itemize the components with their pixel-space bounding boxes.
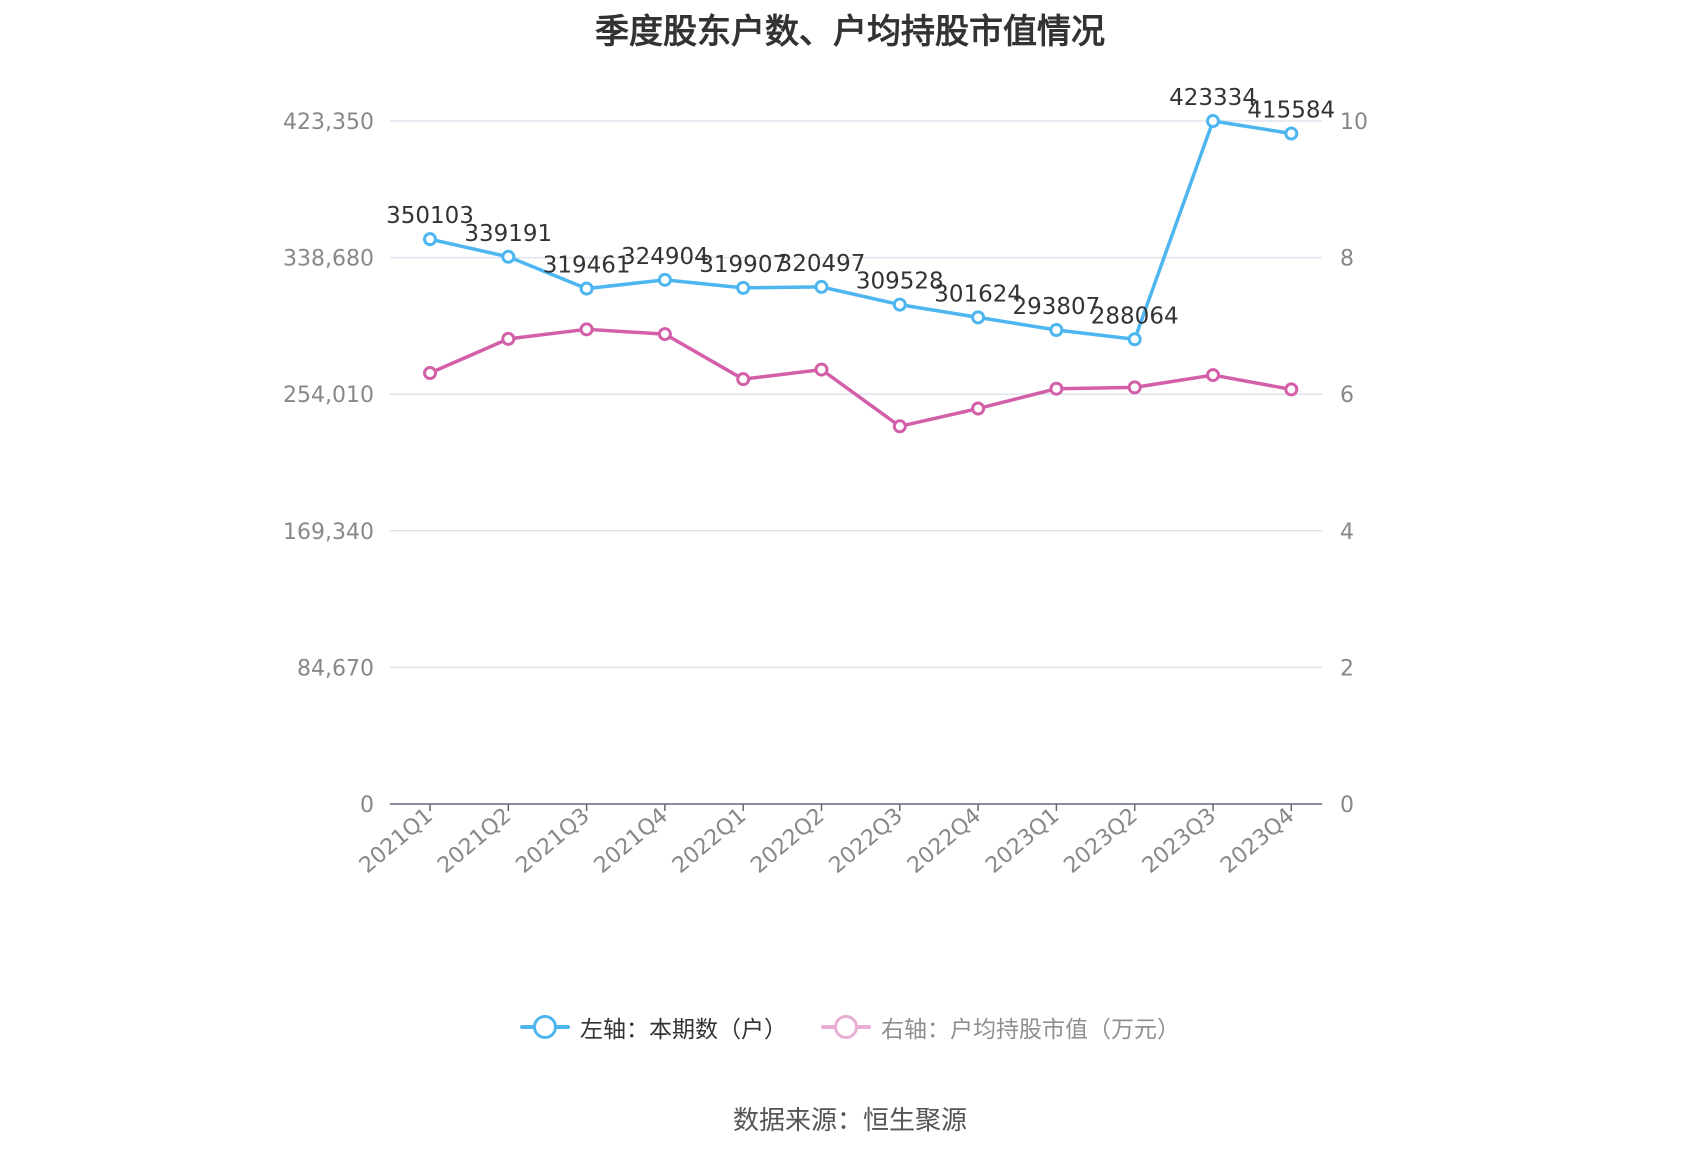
data-label: 324904: [621, 244, 709, 270]
legend-item-left-series[interactable]: 左轴：本期数（户）: [520, 1010, 787, 1044]
data-label: 301624: [934, 281, 1022, 307]
data-point[interactable]: [501, 249, 516, 264]
data-label: 320497: [778, 251, 866, 277]
legend-line-circle-icon: [821, 1015, 871, 1039]
data-point[interactable]: [814, 362, 829, 377]
data-label: 339191: [464, 221, 552, 247]
legend-item-right-series[interactable]: 右轴：户均持股市值（万元）: [821, 1010, 1180, 1044]
x-axis-tick: 2023Q2: [1060, 803, 1143, 878]
data-label: 415584: [1247, 98, 1335, 124]
data-point[interactable]: [892, 297, 907, 312]
data-point[interactable]: [657, 327, 672, 342]
data-point[interactable]: [1127, 380, 1142, 395]
data-label: 350103: [386, 203, 474, 229]
right-axis-tick: 0: [1340, 793, 1354, 818]
x-axis-tick: 2023Q4: [1216, 803, 1299, 878]
x-axis-tick: 2023Q3: [1138, 803, 1221, 878]
legend-line-circle-icon: [520, 1015, 570, 1039]
left-axis-tick: 169,340: [283, 520, 374, 545]
data-point[interactable]: [1049, 381, 1064, 396]
data-label: 423334: [1169, 85, 1257, 111]
left-axis-tick: 423,350: [283, 110, 374, 135]
legend-label-right-series: 右轴：户均持股市值（万元）: [881, 1017, 1180, 1043]
data-point[interactable]: [579, 281, 594, 296]
data-point[interactable]: [657, 272, 672, 287]
x-axis-tick: 2023Q1: [981, 803, 1064, 878]
data-label: 293807: [1012, 294, 1100, 320]
data-point[interactable]: [736, 372, 751, 387]
data-point[interactable]: [579, 322, 594, 337]
source-note: 数据来源：恒生聚源: [732, 1106, 967, 1136]
right-axis-tick: 4: [1340, 520, 1354, 545]
left-axis-tick: 338,680: [283, 247, 374, 272]
data-point[interactable]: [501, 331, 516, 346]
data-label: 319461: [543, 253, 631, 279]
data-point[interactable]: [971, 401, 986, 416]
data-point[interactable]: [423, 366, 437, 381]
legend-label-left-series: 左轴：本期数（户）: [580, 1017, 787, 1043]
x-axis-tick: 2022Q4: [903, 803, 986, 878]
x-axis-tick: 2021Q3: [512, 803, 595, 878]
data-point[interactable]: [1127, 332, 1142, 347]
series-line: [429, 119, 1292, 342]
data-label: 319907: [699, 252, 787, 278]
right-axis-tick: 6: [1340, 383, 1354, 408]
chart-title: 季度股东户数、户均持股市值情况: [595, 12, 1105, 52]
x-axis-tick: 2022Q3: [825, 803, 908, 878]
data-point[interactable]: [736, 280, 751, 295]
data-point[interactable]: [423, 232, 437, 247]
x-axis-tick: 2022Q2: [746, 803, 829, 878]
left-axis-tick: 84,670: [297, 656, 374, 681]
data-point[interactable]: [892, 419, 907, 434]
x-axis-tick: 2021Q2: [433, 803, 516, 878]
data-point[interactable]: [1206, 368, 1220, 383]
data-label: 288064: [1091, 303, 1179, 329]
series-group: [423, 114, 1299, 434]
data-point[interactable]: [1049, 322, 1064, 337]
data-point[interactable]: [1284, 126, 1299, 141]
right-axis-tick: 8: [1340, 247, 1354, 272]
data-point[interactable]: [1206, 114, 1220, 129]
data-point[interactable]: [1284, 382, 1299, 397]
left-axis-tick: 0: [360, 793, 374, 818]
data-label: 309528: [856, 269, 944, 295]
right-axis-tick: 2: [1340, 656, 1354, 681]
right-axis-tick: 10: [1340, 110, 1368, 135]
chart-plot: 0 84,670 169,340 254,010 338,680 423,350 0 2 4 6 8…: [283, 85, 1368, 879]
x-axis-tick: 2022Q1: [668, 803, 751, 878]
series-line: [429, 327, 1292, 429]
left-axis-tick: 254,010: [283, 383, 374, 408]
legend: 左轴：本期数（户） 右轴：户均持股市值（万元）: [0, 1010, 1700, 1044]
data-point[interactable]: [971, 310, 986, 325]
x-axis-tick: 2021Q4: [590, 803, 673, 878]
data-point[interactable]: [814, 279, 829, 294]
